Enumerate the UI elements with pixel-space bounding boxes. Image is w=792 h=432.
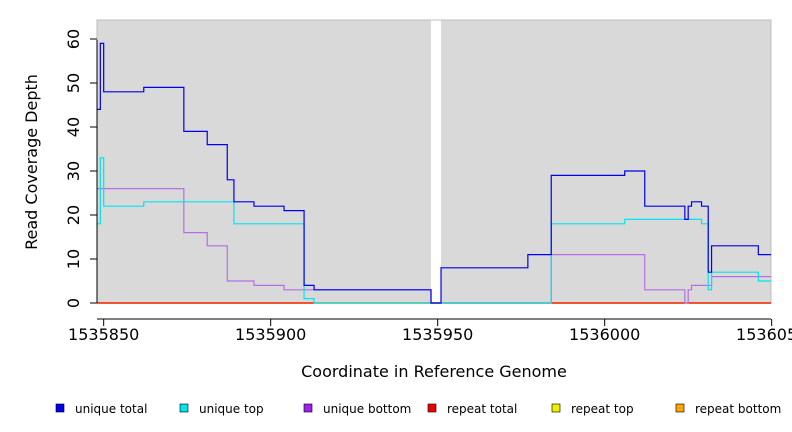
plot-background (96, 19, 772, 304)
legend-item-repeat-bottom: repeat bottom (675, 402, 781, 416)
y-tick-label: 50 (64, 73, 83, 93)
x-tick-label: 1535850 (68, 325, 139, 344)
legend-swatch (303, 403, 313, 413)
x-axis-title: Coordinate in Reference Genome (301, 362, 567, 381)
gap-region (431, 20, 442, 303)
x-tick-label: 1535950 (402, 325, 473, 344)
legend-label: unique top (199, 402, 264, 416)
legend-item-unique-total: unique total (55, 402, 147, 416)
legend-swatch (675, 403, 685, 413)
x-tick-label: 1536050 (736, 325, 792, 344)
axes-layer: 0 10 20 30 40 50 60 1535850 1535900 1535950 153600… (64, 29, 792, 344)
legend-swatch (551, 403, 561, 413)
legend-swatch (55, 403, 65, 413)
y-axis-title: Read Coverage Depth (22, 74, 41, 250)
legend-item-repeat-total: repeat total (427, 402, 517, 416)
legend: unique total unique top unique bottom repea… (55, 402, 781, 416)
legend-item-repeat-top: repeat top (551, 402, 634, 416)
legend-swatch (179, 403, 189, 413)
y-tick-label: 40 (64, 117, 83, 137)
y-tick-label: 30 (64, 161, 83, 181)
legend-label: repeat top (571, 402, 634, 416)
y-tick-label: 60 (64, 29, 83, 49)
legend-item-unique-top: unique top (179, 402, 264, 416)
legend-swatch (427, 403, 437, 413)
legend-label: unique total (75, 402, 147, 416)
series-layer (97, 42, 771, 304)
x-tick-label: 1536000 (569, 325, 640, 344)
series-line-unique-total (97, 42, 771, 304)
legend-label: unique bottom (323, 402, 411, 416)
y-tick-label: 20 (64, 205, 83, 225)
legend-label: repeat bottom (695, 402, 781, 416)
y-tick-label: 0 (64, 298, 83, 308)
legend-label: repeat total (447, 402, 517, 416)
legend-item-unique-bottom: unique bottom (303, 402, 411, 416)
x-tick-label: 1535900 (235, 325, 306, 344)
y-tick-label: 10 (64, 249, 83, 269)
